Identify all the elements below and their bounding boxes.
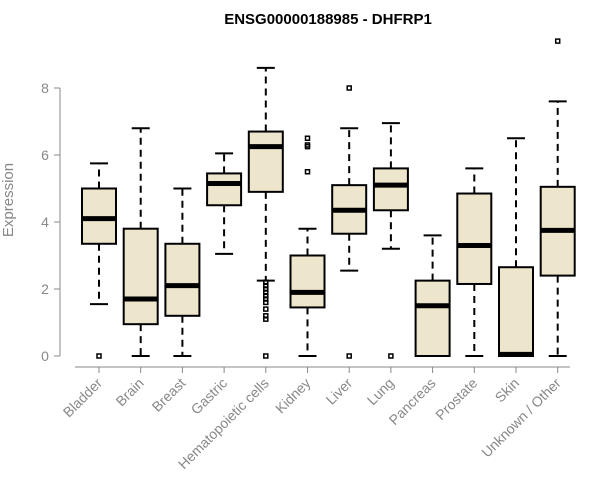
box-group [372,122,409,359]
y-axis: 0 2 4 6 8 [41,80,61,364]
outlier-point [346,85,352,91]
y-tick-label: 0 [41,348,49,364]
x-tick-label: Brain [112,375,146,409]
outlier-point [263,299,269,306]
box-group [539,38,576,357]
box-iqr [247,130,284,193]
box-series [81,38,576,359]
y-tick-label: 4 [41,214,49,230]
box-group [456,167,493,357]
outlier-point [554,38,561,44]
x-tick-label: Unknown / Other [478,375,564,461]
outlier-point [96,353,102,359]
outlier-point [304,135,311,141]
box-group [498,137,534,358]
outlier-point [388,353,394,359]
box-group [289,135,326,357]
outlier-point [263,306,269,312]
x-tick-label: Lung [364,375,397,408]
outlier-point [304,169,311,175]
box-group [247,66,284,359]
box-group [81,162,117,359]
box-iqr [372,167,409,212]
y-tick-label: 2 [41,281,49,297]
box-group [164,187,201,357]
x-tick-label: Prostate [432,375,480,423]
outlier-point [346,353,352,359]
box-group [331,85,368,359]
box-group [414,234,451,357]
chart-title: ENSG00000188985 - DHFRP1 [224,11,432,28]
x-tick-label: Skin [492,375,523,406]
box-iqr [206,172,243,207]
x-tick-label: Breast [149,375,189,415]
outlier-point [263,316,269,322]
box-iqr [456,192,493,285]
box-iqr [164,242,201,317]
x-tick-label: Kidney [272,375,314,417]
x-tick-label: Liver [323,375,356,408]
box-iqr [498,266,534,358]
box-iqr [414,279,451,357]
x-tick-label: Bladder [60,375,106,421]
y-axis-label: Expression [0,163,17,237]
y-tick-label: 8 [41,80,49,96]
box-group [206,152,243,255]
box-iqr [289,254,326,309]
outlier-point [263,353,269,359]
box-iqr [81,187,117,245]
y-tick-label: 6 [41,147,49,163]
box-iqr [122,227,159,326]
box-group [122,127,159,357]
outlier-point [304,143,311,150]
